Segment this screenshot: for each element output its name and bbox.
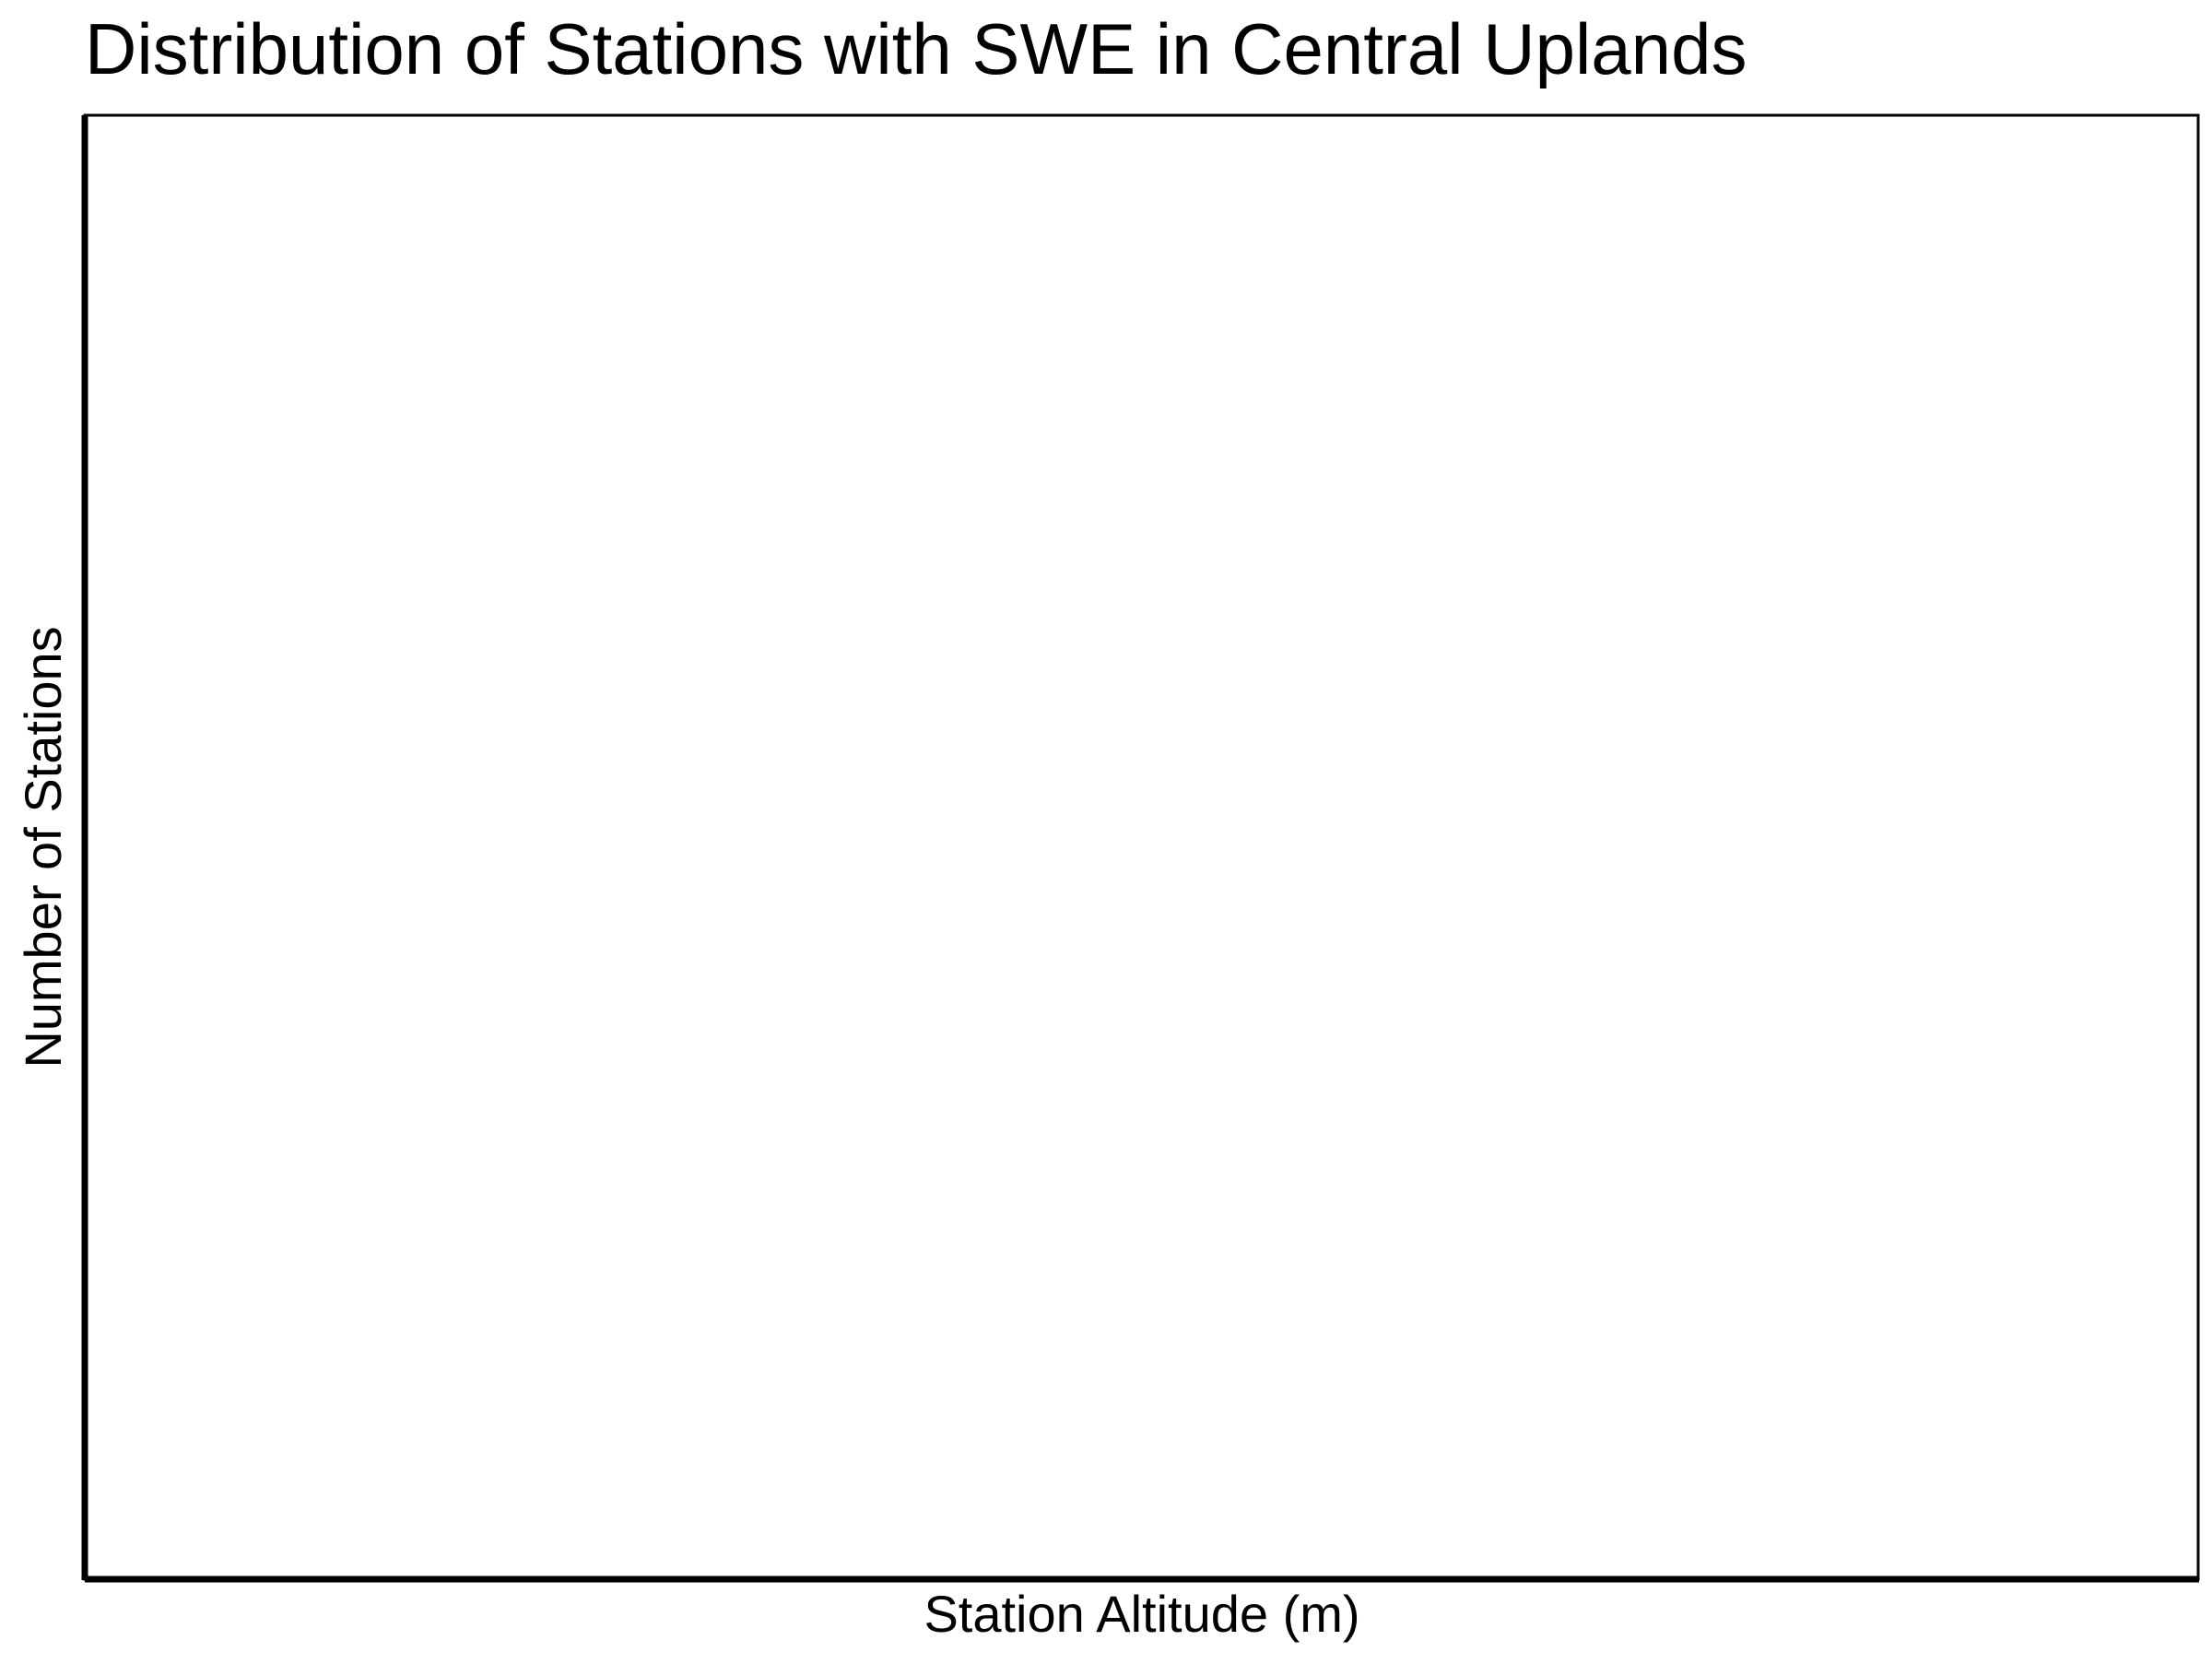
chart-title: Distribution of Stations with SWE in Cen… bbox=[85, 8, 1747, 89]
x-axis-label: Station Altitude (m) bbox=[924, 1585, 1359, 1643]
y-axis-label: Number of Stations bbox=[14, 626, 72, 1068]
